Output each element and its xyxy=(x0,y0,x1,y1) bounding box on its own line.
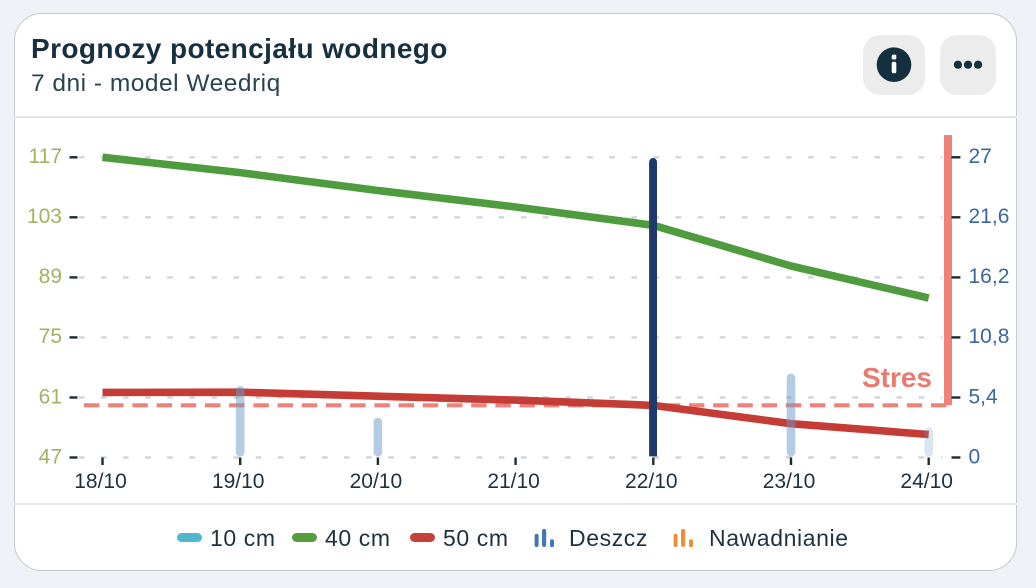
svg-text:18/10: 18/10 xyxy=(74,470,127,493)
svg-text:Stres: Stres xyxy=(862,362,932,393)
svg-text:10,8: 10,8 xyxy=(969,325,1010,348)
svg-text:24/10: 24/10 xyxy=(900,470,953,493)
svg-text:21,6: 21,6 xyxy=(969,205,1010,228)
svg-text:0: 0 xyxy=(969,445,981,468)
svg-text:21/10: 21/10 xyxy=(487,470,540,493)
svg-text:16,2: 16,2 xyxy=(969,265,1010,288)
svg-text:22/10: 22/10 xyxy=(625,470,678,493)
svg-text:27: 27 xyxy=(969,145,992,168)
svg-text:20/10: 20/10 xyxy=(350,470,403,493)
svg-text:5,4: 5,4 xyxy=(969,385,999,408)
svg-text:75: 75 xyxy=(39,325,62,348)
svg-text:103: 103 xyxy=(27,205,62,228)
svg-text:61: 61 xyxy=(39,385,62,408)
svg-text:19/10: 19/10 xyxy=(212,470,265,493)
svg-text:117: 117 xyxy=(29,145,62,168)
svg-text:47: 47 xyxy=(39,445,62,468)
svg-text:89: 89 xyxy=(39,265,62,288)
svg-text:23/10: 23/10 xyxy=(763,470,816,493)
